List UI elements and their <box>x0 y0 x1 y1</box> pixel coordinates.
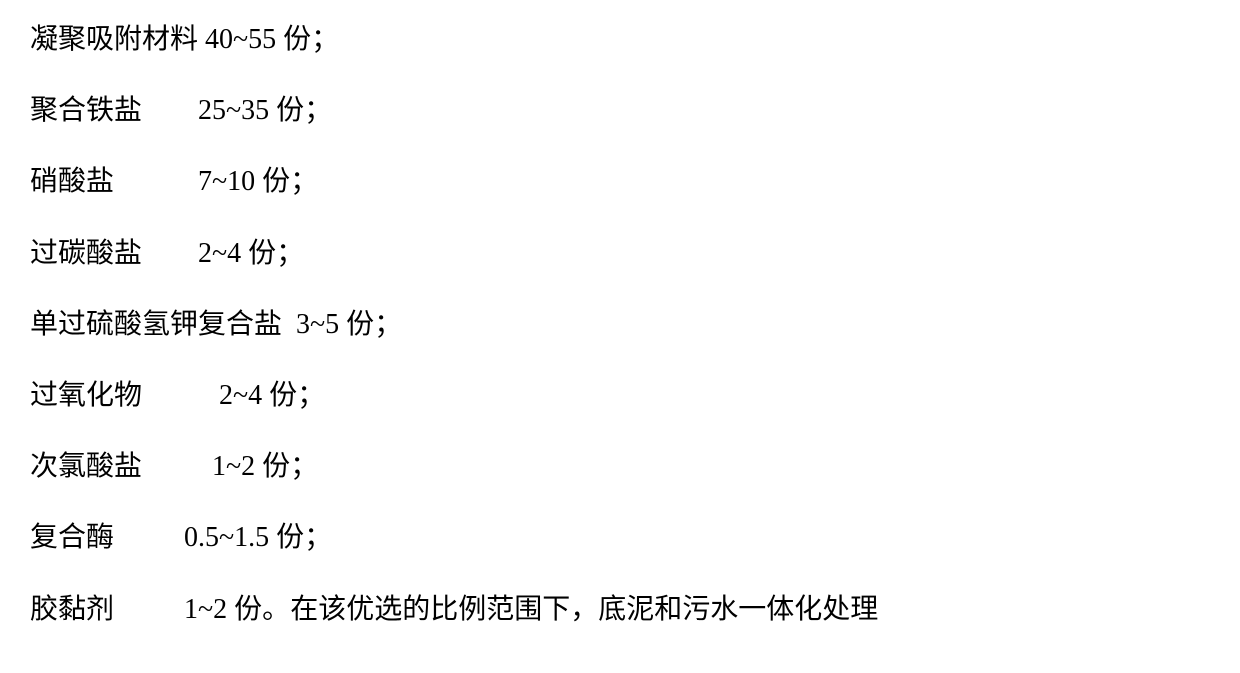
material-unit: 份； <box>262 162 318 201</box>
material-unit: 份； <box>346 305 402 344</box>
material-unit: 份； <box>276 91 332 130</box>
ingredient-line-2: 聚合铁盐 25~35 份； <box>30 91 1210 130</box>
material-name: 胶黏剂 <box>30 590 184 629</box>
extra-text: 在该优选的比例范围下，底泥和污水一体化处理 <box>290 590 878 629</box>
material-name: 复合酶 <box>30 518 184 557</box>
ingredient-line-1: 凝聚吸附材料 40~55 份； <box>30 20 1210 59</box>
material-unit: 份； <box>283 20 339 59</box>
ingredient-line-6: 过氧化物 2~4 份； <box>30 376 1210 415</box>
material-value: 40~55 <box>205 20 283 59</box>
material-name: 硝酸盐 <box>30 162 198 201</box>
material-value: 2~4 <box>219 376 269 415</box>
material-unit: 份。 <box>234 590 290 629</box>
material-value: 1~2 <box>212 447 262 486</box>
material-value: 3~5 <box>296 305 346 344</box>
material-unit: 份； <box>248 234 304 273</box>
material-value: 1~2 <box>184 590 234 629</box>
material-value: 2~4 <box>198 234 248 273</box>
material-unit: 份； <box>276 518 332 557</box>
material-value: 25~35 <box>198 91 276 130</box>
material-value: 0.5~1.5 <box>184 518 276 557</box>
ingredient-line-4: 过碳酸盐 2~4 份； <box>30 234 1210 273</box>
document-content: 凝聚吸附材料 40~55 份； 聚合铁盐 25~35 份； 硝酸盐 7~10 份… <box>30 20 1210 629</box>
material-unit: 份； <box>269 376 325 415</box>
material-name: 单过硫酸氢钾复合盐 <box>30 305 296 344</box>
material-name: 过碳酸盐 <box>30 234 198 273</box>
material-unit: 份； <box>262 447 318 486</box>
ingredient-line-7: 次氯酸盐 1~2 份； <box>30 447 1210 486</box>
ingredient-line-5: 单过硫酸氢钾复合盐 3~5 份； <box>30 305 1210 344</box>
material-name: 次氯酸盐 <box>30 447 212 486</box>
material-name: 过氧化物 <box>30 376 219 415</box>
material-name: 聚合铁盐 <box>30 91 198 130</box>
material-name: 凝聚吸附材料 <box>30 20 205 59</box>
material-value: 7~10 <box>198 162 262 201</box>
ingredient-line-9: 胶黏剂 1~2 份。 在该优选的比例范围下，底泥和污水一体化处理 <box>30 590 1210 629</box>
ingredient-line-8: 复合酶 0.5~1.5 份； <box>30 518 1210 557</box>
ingredient-line-3: 硝酸盐 7~10 份； <box>30 162 1210 201</box>
